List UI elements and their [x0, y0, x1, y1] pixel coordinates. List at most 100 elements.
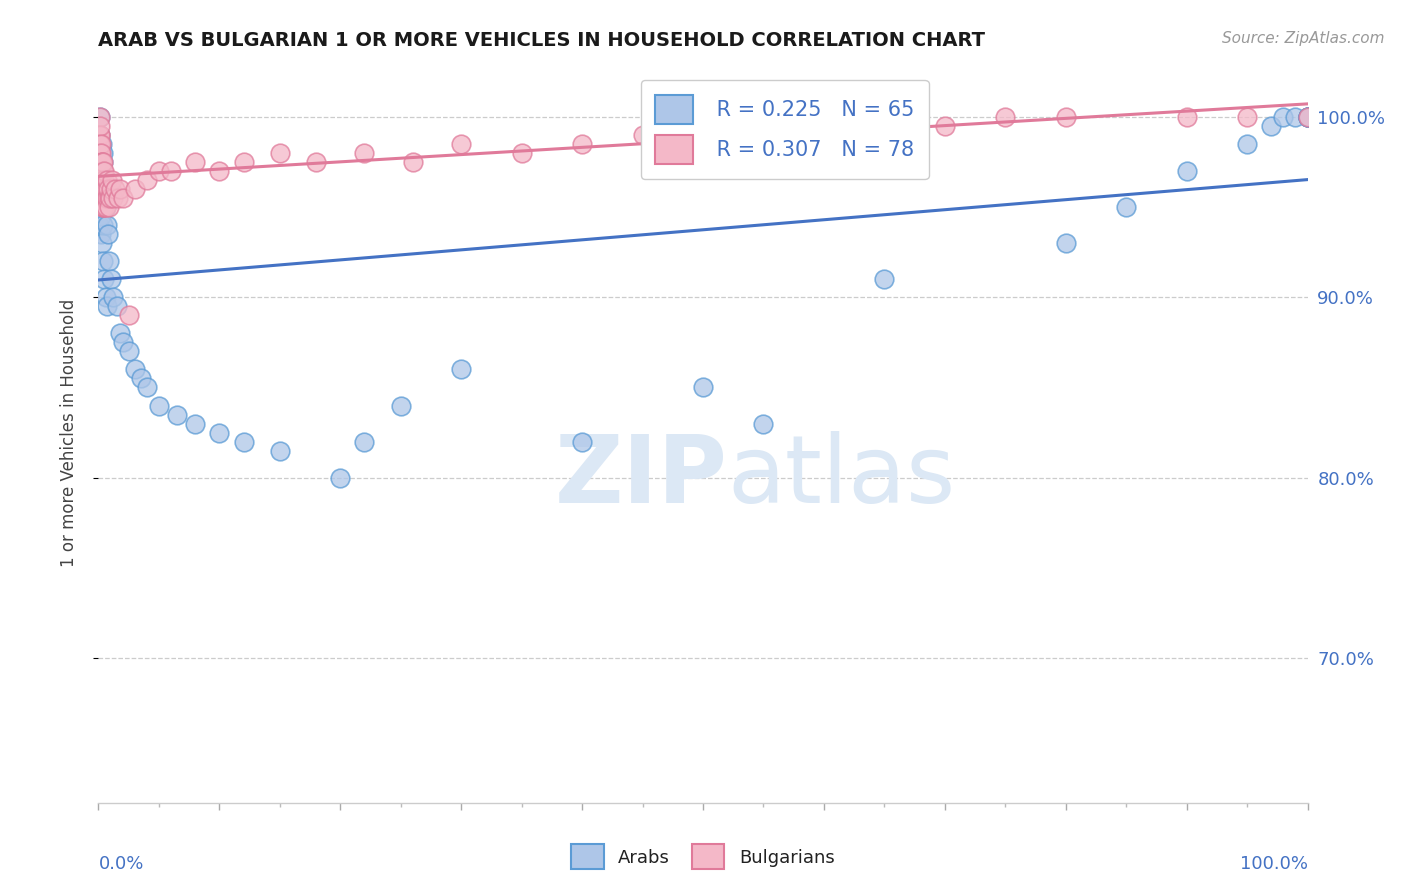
Point	[89, 154, 111, 169]
Point	[1115, 200, 1137, 214]
Point	[91, 200, 114, 214]
Point	[160, 163, 183, 178]
Point	[89, 145, 111, 160]
Point	[96, 200, 118, 214]
Point	[184, 154, 207, 169]
Point	[93, 173, 115, 187]
Point	[100, 182, 122, 196]
Point	[93, 191, 115, 205]
Point	[91, 163, 114, 178]
Point	[93, 182, 115, 196]
Point	[1260, 119, 1282, 133]
Point	[232, 154, 254, 169]
Point	[402, 154, 425, 169]
Point	[450, 362, 472, 376]
Point	[96, 191, 118, 205]
Point	[692, 380, 714, 394]
Point	[873, 110, 896, 124]
Point	[305, 154, 328, 169]
Point	[91, 182, 114, 196]
Point	[91, 200, 114, 214]
Point	[87, 136, 110, 151]
Text: atlas: atlas	[727, 431, 956, 523]
Point	[184, 417, 207, 431]
Point	[98, 191, 121, 205]
Point	[96, 218, 118, 232]
Point	[90, 163, 112, 178]
Point	[571, 434, 593, 449]
Legend: Arabs, Bulgarians: Arabs, Bulgarians	[562, 835, 844, 879]
Point	[329, 471, 352, 485]
Point	[450, 136, 472, 151]
Point	[1236, 136, 1258, 151]
Point	[389, 399, 412, 413]
Point	[90, 209, 112, 223]
Point	[97, 182, 120, 196]
Point	[89, 119, 111, 133]
Point	[90, 145, 112, 160]
Point	[101, 290, 124, 304]
Point	[97, 191, 120, 205]
Point	[1296, 110, 1319, 124]
Point	[89, 128, 111, 142]
Point	[89, 200, 111, 214]
Point	[91, 154, 114, 169]
Point	[269, 145, 291, 160]
Point	[89, 128, 111, 142]
Point	[93, 182, 115, 196]
Point	[89, 110, 111, 124]
Point	[96, 173, 118, 187]
Point	[148, 163, 170, 178]
Point	[87, 154, 110, 169]
Point	[813, 128, 835, 142]
Point	[1054, 235, 1077, 250]
Point	[1175, 163, 1198, 178]
Point	[994, 110, 1017, 124]
Point	[93, 200, 115, 214]
Point	[93, 272, 115, 286]
Point	[108, 326, 131, 341]
Point	[1296, 110, 1319, 124]
Point	[269, 443, 291, 458]
Point	[873, 272, 896, 286]
Point	[90, 163, 112, 178]
Point	[90, 173, 112, 187]
Text: 100.0%: 100.0%	[1240, 855, 1308, 872]
Point	[107, 191, 129, 205]
Point	[91, 254, 114, 268]
Point	[89, 136, 111, 151]
Point	[93, 163, 115, 178]
Point	[90, 136, 112, 151]
Point	[100, 272, 122, 286]
Point	[934, 119, 956, 133]
Point	[89, 136, 111, 151]
Y-axis label: 1 or more Vehicles in Household: 1 or more Vehicles in Household	[59, 299, 77, 566]
Point	[101, 191, 124, 205]
Point	[1296, 110, 1319, 124]
Point	[1296, 110, 1319, 124]
Point	[97, 227, 120, 241]
Point	[1296, 110, 1319, 124]
Point	[105, 299, 128, 313]
Point	[90, 182, 112, 196]
Point	[89, 145, 111, 160]
Point	[91, 182, 114, 196]
Point	[571, 136, 593, 151]
Text: Source: ZipAtlas.com: Source: ZipAtlas.com	[1222, 31, 1385, 46]
Point	[692, 128, 714, 142]
Point	[353, 434, 375, 449]
Point	[89, 154, 111, 169]
Point	[89, 182, 111, 196]
Point	[208, 425, 231, 440]
Point	[94, 191, 117, 205]
Point	[752, 119, 775, 133]
Point	[1296, 110, 1319, 124]
Point	[89, 163, 111, 178]
Legend:  R = 0.225   N = 65,  R = 0.307   N = 78: R = 0.225 N = 65, R = 0.307 N = 78	[641, 80, 928, 178]
Point	[89, 145, 111, 160]
Point	[96, 299, 118, 313]
Text: ARAB VS BULGARIAN 1 OR MORE VEHICLES IN HOUSEHOLD CORRELATION CHART: ARAB VS BULGARIAN 1 OR MORE VEHICLES IN …	[98, 30, 986, 50]
Point	[135, 380, 157, 394]
Point	[89, 154, 111, 169]
Point	[87, 163, 110, 178]
